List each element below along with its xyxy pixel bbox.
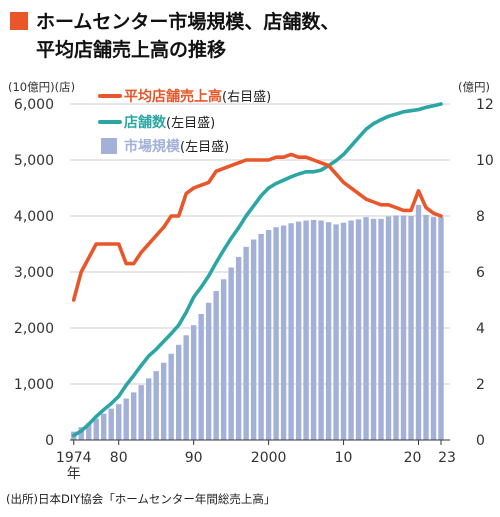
legend-swatch: [101, 138, 117, 154]
bar-market-size: [220, 279, 227, 440]
legend-series-name: 店舗数: [124, 114, 167, 131]
right-tick-label: 10: [476, 153, 494, 169]
bar-market-size: [86, 423, 92, 440]
bar-market-size: [303, 220, 309, 440]
right-tick-label: 2: [476, 377, 485, 393]
x-tick-label: 20: [404, 450, 422, 466]
bar-market-size: [160, 362, 167, 440]
bar-market-size: [370, 218, 377, 440]
x-tick-label: 10: [335, 450, 353, 466]
right-tick-label: 6: [476, 265, 485, 281]
x-year-unit-label: 年: [67, 466, 81, 482]
bar-market-size: [408, 216, 414, 440]
bar-market-size: [146, 378, 152, 440]
bar-market-size: [340, 222, 347, 440]
chart-title: ホームセンター市場規模、店舗数、 平均店舗売上高の推移: [36, 8, 496, 64]
bar-market-size: [348, 220, 354, 440]
bar-market-size: [438, 217, 444, 440]
bar-market-size: [243, 246, 249, 440]
left-tick-label: 5,000: [14, 153, 54, 169]
bar-market-size: [378, 218, 384, 440]
bar-market-size: [213, 291, 219, 440]
bar-market-size: [355, 219, 362, 440]
legend-axis-note: (右目盛): [222, 90, 271, 105]
right-tick-label: 4: [476, 321, 485, 337]
bar-market-size: [116, 404, 122, 440]
line-store-count: [71, 102, 443, 438]
legend-series-name: 平均店舗売上高: [124, 88, 222, 105]
source-note: (出所)日本DIY協会「ホームセンター年間総売上高」: [6, 492, 276, 506]
bar-market-size: [190, 325, 197, 440]
bar-market-size: [131, 392, 137, 440]
series-lines: [71, 102, 443, 438]
bar-market-size: [101, 413, 107, 440]
bar-market-size: [423, 214, 429, 440]
bar-market-size: [325, 222, 332, 440]
x-tick-label: 80: [110, 450, 128, 466]
legend-axis-note: (左目盛): [180, 140, 229, 155]
bar-market-size: [363, 217, 369, 440]
bar-market-size: [265, 230, 272, 440]
left-tick-label: 6,000: [14, 97, 54, 113]
bar-market-size: [183, 335, 189, 440]
bar-market-size: [138, 385, 144, 440]
bar-market-size: [153, 371, 159, 440]
bar-market-size: [310, 219, 317, 440]
bar-market-size: [168, 353, 174, 440]
legend-entry: 平均店舗売上高(右目盛): [124, 88, 271, 105]
x-tick-label: 23: [438, 450, 456, 466]
bar-market-size: [175, 344, 182, 440]
bar-market-size: [400, 215, 407, 440]
bar-market-size: [415, 204, 422, 440]
legend-axis-note: (左目盛): [166, 116, 215, 131]
left-tick-label: 2,000: [14, 321, 54, 337]
bar-market-size: [205, 302, 212, 440]
bar-market-size: [258, 233, 264, 440]
bar-market-size: [250, 239, 257, 440]
right-axis-unit-label: (億円): [458, 80, 490, 94]
line-avg-store-sales: [71, 152, 443, 302]
legend-entry: 市場規模(左目盛): [124, 138, 229, 155]
bar-market-size: [235, 256, 242, 440]
bar-market-size: [385, 216, 392, 440]
left-tick-label: 4,000: [14, 209, 54, 225]
legend: 平均店舗売上高(右目盛)店舗数(左目盛)市場規模(左目盛): [98, 88, 271, 155]
bar-market-size: [280, 225, 287, 440]
left-tick-label: 0: [45, 433, 54, 449]
bar-market-size: [333, 224, 339, 440]
bar-market-size: [123, 398, 129, 440]
x-tick-label: 1974: [56, 450, 92, 466]
bar-market-size: [318, 220, 324, 440]
left-tick-label: 1,000: [14, 377, 54, 393]
bar-market-size: [108, 408, 114, 440]
bar-market-size: [93, 418, 99, 440]
bar-market-size: [430, 217, 437, 440]
right-tick-label: 8: [476, 209, 485, 225]
bar-market-size: [288, 223, 294, 440]
right-tick-label: 12: [476, 97, 494, 113]
x-tick-label: 2000: [251, 450, 287, 466]
title-accent-square: [10, 12, 28, 30]
bar-market-size: [198, 314, 204, 440]
left-axis-unit-label: (10億円)(店): [8, 80, 75, 94]
bar-market-size: [295, 221, 302, 440]
legend-series-name: 市場規模: [124, 138, 181, 155]
bar-market-size: [273, 227, 279, 440]
legend-entry: 店舗数(左目盛): [124, 114, 215, 131]
chart-title-line1: ホームセンター市場規模、店舗数、: [36, 11, 340, 33]
right-tick-label: 0: [476, 433, 485, 449]
left-tick-label: 3,000: [14, 265, 54, 281]
axes: 0 1,000 2,000 3,000 4,000 5,000 6,000 0 2 4 6 8 10 12…: [8, 80, 494, 482]
chart-title-line2: 平均店舗売上高の推移: [36, 39, 227, 61]
bar-market-size: [228, 267, 234, 440]
x-tick-label: 90: [185, 450, 203, 466]
market-size-bars: [71, 204, 444, 440]
bar-market-size: [393, 215, 399, 440]
bar-market-size: [78, 427, 84, 440]
